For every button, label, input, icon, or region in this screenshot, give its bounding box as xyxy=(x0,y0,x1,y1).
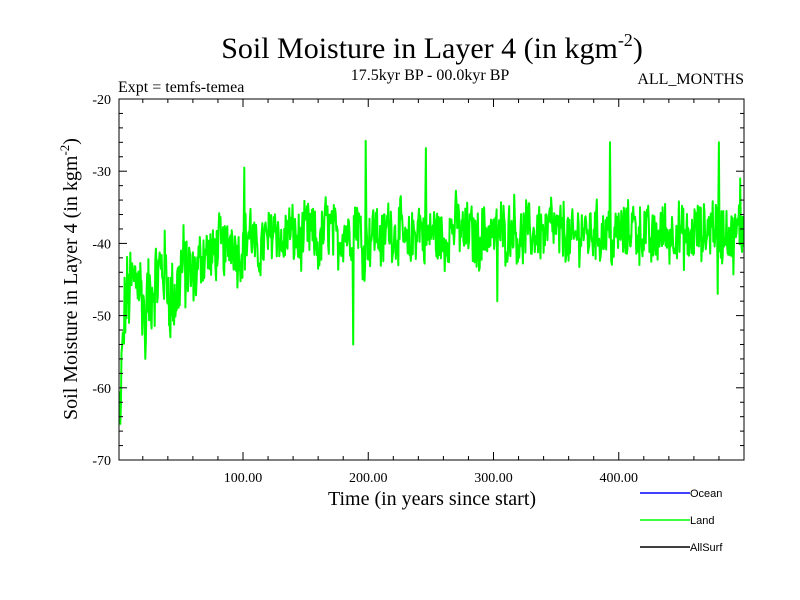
legend-label-land: Land xyxy=(690,515,714,527)
x-tick-label: 400.00 xyxy=(599,471,638,486)
series-group xyxy=(119,139,744,425)
y-tick-label: -20 xyxy=(92,93,111,108)
series-line-land xyxy=(119,139,744,425)
axis-group: 100.00 200.00 300.00 400.00 -20 -30 -40 -50 -60 -… xyxy=(92,93,744,486)
y-tick-label: -70 xyxy=(92,454,111,469)
legend: Ocean Land AllSurf xyxy=(640,488,723,554)
legend-label-ocean: Ocean xyxy=(690,488,722,500)
x-tick-label: 200.00 xyxy=(349,471,388,486)
experiment-label: Expt = temfs-temea xyxy=(118,79,244,96)
legend-label-allsurf: AllSurf xyxy=(690,542,723,554)
plot-frame xyxy=(118,98,745,461)
x-axis-label: Time (in years since start) xyxy=(328,488,536,510)
x-tick-label: 300.00 xyxy=(474,471,513,486)
y-axis-label: Soil Moisture in Layer 4 (in kgm-2) xyxy=(57,138,82,420)
y-tick-label: -60 xyxy=(92,382,111,397)
y-tick-label: -40 xyxy=(92,237,111,252)
y-tick-label: -30 xyxy=(92,165,111,180)
months-label: ALL_MONTHS xyxy=(637,71,744,88)
y-tick-label: -50 xyxy=(92,310,111,325)
time-range-label: 17.5kyr BP - 00.0kyr BP xyxy=(351,67,510,84)
x-tick-label: 100.00 xyxy=(224,471,263,486)
chart-title: Soil Moisture in Layer 4 (in kgm-2) xyxy=(221,30,643,65)
